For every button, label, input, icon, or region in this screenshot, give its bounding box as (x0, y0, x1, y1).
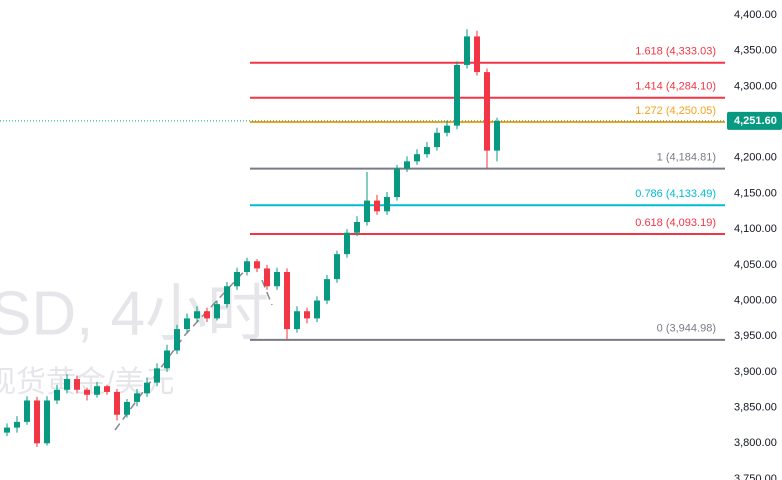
candle-body (464, 36, 470, 65)
candle-body (54, 389, 60, 401)
y-tick-label: 4,100.00 (734, 223, 777, 235)
y-tick-label: 4,150.00 (734, 187, 777, 199)
candle-body (294, 311, 300, 330)
candle-body (154, 368, 160, 383)
candle-body (364, 200, 370, 223)
candle-body (164, 350, 170, 369)
y-tick-label: 3,950.00 (734, 330, 777, 342)
candle-body (194, 311, 200, 319)
candle-body (434, 132, 440, 148)
candle-body (424, 147, 430, 155)
candle-body (74, 379, 80, 390)
fib-label: 0.786 (4,133.49) (635, 188, 716, 200)
candle-body (264, 268, 270, 287)
candle-body (384, 197, 390, 212)
candle-body (274, 271, 280, 287)
candle-body (44, 400, 50, 444)
candle-body (324, 279, 330, 301)
candle-body (4, 427, 10, 433)
candle-body (374, 200, 380, 212)
fib-label: 0 (3,944.98) (657, 323, 716, 335)
candle-body (24, 400, 30, 422)
candle-body (354, 222, 360, 233)
candle-body (124, 401, 130, 415)
y-tick-label: 3,750.00 (734, 473, 777, 480)
candle-body (134, 393, 140, 402)
candle-body (234, 271, 240, 287)
candle-body (224, 286, 230, 305)
candle-body (254, 261, 260, 269)
candle-body (414, 154, 420, 162)
last-price-label: 4,251.60 (734, 115, 777, 127)
fib-label: 0.618 (4,093.19) (635, 217, 716, 229)
fib-label: 1.414 (4,284.10) (635, 81, 716, 93)
y-tick-label: 4,200.00 (734, 152, 777, 164)
candle-body (474, 36, 480, 73)
candle-body (34, 400, 40, 444)
candle-body (214, 304, 220, 319)
y-tick-label: 4,050.00 (734, 259, 777, 271)
candle-body (104, 386, 110, 392)
candle-body (314, 300, 320, 319)
candle-body (64, 379, 70, 390)
y-tick-label: 3,850.00 (734, 402, 777, 414)
y-tick-label: 3,900.00 (734, 366, 777, 378)
fib-label: 1.272 (4,250.05) (635, 105, 716, 117)
candle-body (14, 421, 20, 428)
candle-body (484, 72, 490, 151)
y-tick-label: 4,350.00 (734, 45, 777, 57)
candle-body (204, 311, 210, 319)
candle-body (244, 261, 250, 272)
fib-label: 1.618 (4,333.03) (635, 46, 716, 58)
candle-body (144, 382, 150, 394)
last-price-box (727, 111, 782, 130)
candle-body (284, 271, 290, 330)
candle-body (114, 391, 120, 415)
candle-body (184, 318, 190, 330)
candle-body (404, 161, 410, 169)
y-tick-label: 4,300.00 (734, 80, 777, 92)
y-tick-label: 4,400.00 (734, 9, 777, 21)
candle-body (94, 386, 100, 395)
candle-body (84, 389, 90, 395)
candle-body (454, 64, 460, 126)
candle-body (394, 168, 400, 198)
y-tick-label: 4,000.00 (734, 294, 777, 306)
y-tick-label: 3,800.00 (734, 437, 777, 449)
candle-body (444, 125, 450, 133)
candle-body (174, 329, 180, 351)
candle-body (494, 120, 500, 151)
candle-body (304, 311, 310, 319)
candle-body (334, 254, 340, 280)
candle-body (344, 232, 350, 255)
fib-label: 1 (4,184.81) (657, 152, 716, 164)
